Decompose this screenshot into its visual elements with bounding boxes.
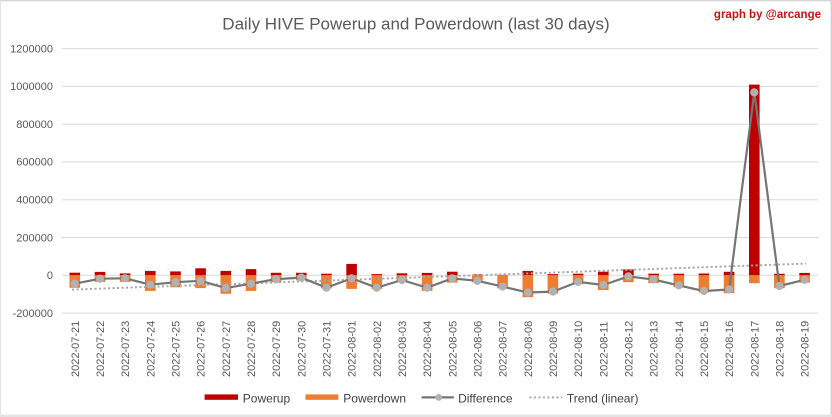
svg-text:800000: 800000 xyxy=(16,119,53,131)
svg-text:2022-08-01: 2022-08-01 xyxy=(347,321,359,377)
svg-text:2022-08-17: 2022-08-17 xyxy=(749,321,761,377)
svg-text:2022-08-02: 2022-08-02 xyxy=(372,321,384,377)
svg-text:2022-08-04: 2022-08-04 xyxy=(422,321,434,377)
svg-text:2022-07-21: 2022-07-21 xyxy=(70,321,82,377)
svg-text:2022-08-11: 2022-08-11 xyxy=(598,322,610,377)
svg-text:Powerup: Powerup xyxy=(243,391,291,405)
svg-text:-200000: -200000 xyxy=(13,308,53,320)
svg-text:2022-08-13: 2022-08-13 xyxy=(649,321,661,377)
svg-text:2022-07-31: 2022-07-31 xyxy=(321,321,333,377)
svg-text:2022-07-29: 2022-07-29 xyxy=(271,321,283,377)
svg-text:2022-08-10: 2022-08-10 xyxy=(573,321,585,377)
svg-text:2022-08-07: 2022-08-07 xyxy=(498,321,510,377)
svg-text:400000: 400000 xyxy=(16,195,53,207)
svg-text:2022-08-19: 2022-08-19 xyxy=(800,321,812,377)
svg-text:2022-07-27: 2022-07-27 xyxy=(221,321,233,377)
svg-text:0: 0 xyxy=(47,270,53,282)
svg-text:Trend (linear): Trend (linear) xyxy=(567,391,639,405)
svg-text:Daily HIVE Powerup and Powerdo: Daily HIVE Powerup and Powerdown (last 3… xyxy=(222,15,609,34)
svg-text:2022-07-23: 2022-07-23 xyxy=(120,321,132,377)
svg-text:2022-08-08: 2022-08-08 xyxy=(523,321,535,377)
svg-text:2022-08-16: 2022-08-16 xyxy=(724,321,736,377)
svg-text:2022-07-26: 2022-07-26 xyxy=(196,321,208,377)
svg-text:2022-07-30: 2022-07-30 xyxy=(296,321,308,377)
svg-text:Powerdown: Powerdown xyxy=(343,391,406,405)
svg-text:2022-07-25: 2022-07-25 xyxy=(171,321,183,377)
svg-text:1000000: 1000000 xyxy=(10,81,53,93)
svg-text:2022-08-06: 2022-08-06 xyxy=(472,321,484,377)
svg-text:2022-08-03: 2022-08-03 xyxy=(397,321,409,377)
svg-text:graph by @arcange: graph by @arcange xyxy=(714,9,821,21)
svg-text:2022-08-12: 2022-08-12 xyxy=(623,321,635,377)
svg-text:2022-07-22: 2022-07-22 xyxy=(95,321,107,377)
svg-text:600000: 600000 xyxy=(16,157,53,169)
svg-text:2022-08-14: 2022-08-14 xyxy=(674,321,686,377)
svg-text:2022-08-18: 2022-08-18 xyxy=(774,321,786,377)
svg-text:200000: 200000 xyxy=(16,232,53,244)
svg-text:2022-07-24: 2022-07-24 xyxy=(145,321,157,377)
svg-text:2022-08-09: 2022-08-09 xyxy=(548,321,560,377)
svg-text:2022-08-15: 2022-08-15 xyxy=(699,321,711,377)
svg-text:1200000: 1200000 xyxy=(10,43,53,55)
svg-text:2022-07-28: 2022-07-28 xyxy=(246,321,258,377)
svg-text:Difference: Difference xyxy=(458,391,513,405)
svg-text:2022-08-05: 2022-08-05 xyxy=(447,321,459,377)
